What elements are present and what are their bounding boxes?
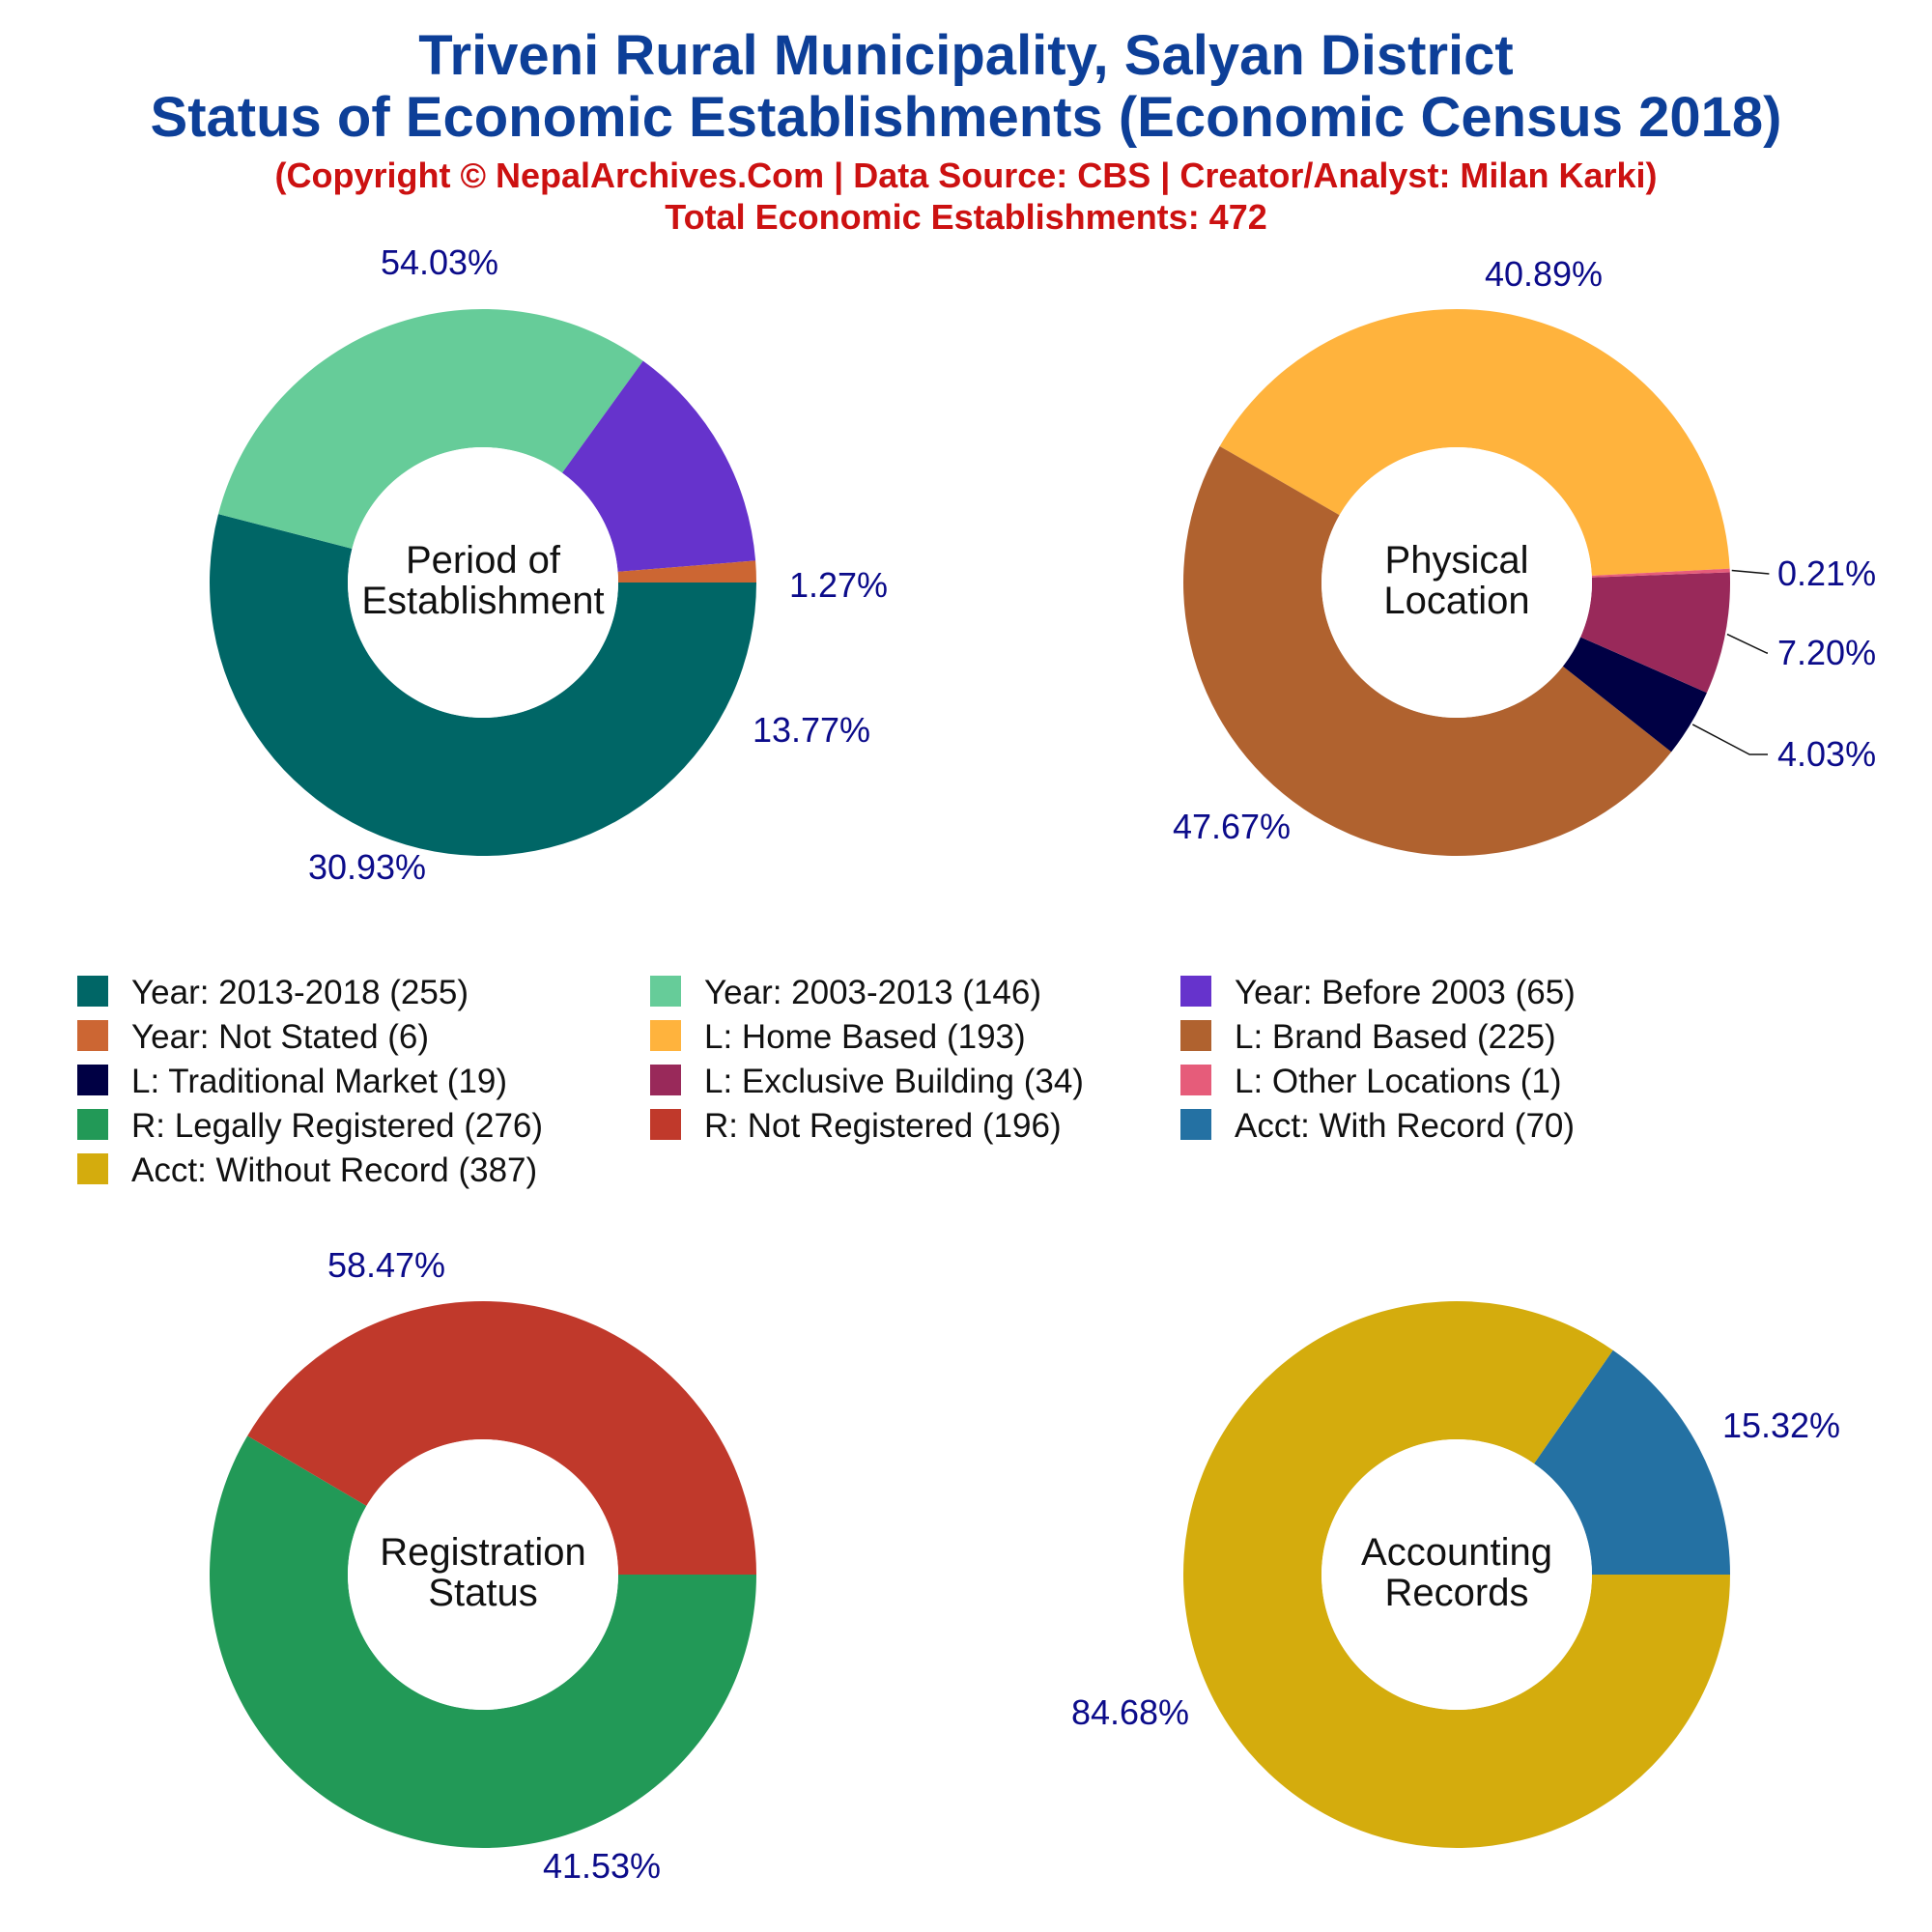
percentage-label: 1.27% — [789, 565, 888, 605]
percentage-label: 7.20% — [1777, 633, 1876, 672]
copyright-note: (Copyright © NepalArchives.Com | Data So… — [275, 156, 1658, 196]
percentage-label: 58.47% — [327, 1245, 445, 1285]
percentage-label: 41.53% — [543, 1846, 661, 1886]
legend-swatch — [650, 1109, 681, 1140]
percentage-label: 54.03% — [381, 242, 498, 282]
legend-label: Acct: Without Record (387) — [131, 1151, 537, 1189]
legend-label: L: Home Based (193) — [704, 1018, 1026, 1056]
donut-hole — [348, 1439, 618, 1710]
percentage-label: 15.32% — [1722, 1406, 1840, 1445]
percentage-label: 4.03% — [1777, 734, 1876, 774]
legend-label: Year: 2003-2013 (146) — [704, 974, 1041, 1011]
legend-swatch — [1180, 1020, 1211, 1051]
legend-item: Acct: Without Record (387) — [77, 1151, 537, 1189]
legend-item: R: Not Registered (196) — [650, 1107, 1062, 1145]
legend-item: Year: Not Stated (6) — [77, 1018, 429, 1056]
pie-slice — [1591, 568, 1730, 578]
legend-item: Year: Before 2003 (65) — [1180, 974, 1576, 1011]
percentage-label: 30.93% — [308, 847, 426, 887]
legend-label: R: Legally Registered (276) — [131, 1107, 543, 1145]
legend-swatch — [650, 1065, 681, 1095]
pie-slice — [1534, 1350, 1730, 1575]
legend-item: R: Legally Registered (276) — [77, 1107, 543, 1145]
pie-slice — [1580, 572, 1730, 694]
donut-hole — [1321, 447, 1592, 718]
percentage-label: 0.21% — [1777, 554, 1876, 593]
legend-swatch — [1180, 1065, 1211, 1095]
donut-center-label: Physical — [1385, 539, 1529, 582]
legend: Year: 2013-2018 (255) Year: 2003-2013 (14… — [77, 974, 1576, 1189]
donut-center-label: Accounting — [1361, 1531, 1552, 1574]
donut-center-label: Establishment — [361, 580, 604, 622]
leader-line — [1731, 569, 1770, 575]
percentage-label: 84.68% — [1071, 1692, 1189, 1732]
pie-slice — [1562, 637, 1707, 753]
pie-slice — [1219, 309, 1730, 576]
percentage-label: 13.77% — [753, 710, 870, 750]
legend-swatch — [77, 1020, 108, 1051]
pie-slice — [1183, 445, 1672, 857]
legend-item: L: Other Locations (1) — [1180, 1063, 1562, 1100]
donut-center-label: Registration — [380, 1531, 585, 1574]
legend-label: L: Exclusive Building (34) — [704, 1063, 1084, 1100]
legend-label: L: Other Locations (1) — [1235, 1063, 1562, 1100]
legend-item: L: Home Based (193) — [650, 1018, 1026, 1056]
legend-swatch — [77, 976, 108, 1007]
legend-swatch — [77, 1153, 108, 1184]
leader-line — [1691, 724, 1768, 755]
legend-label: Year: 2013-2018 (255) — [131, 974, 469, 1011]
legend-item: Acct: With Record (70) — [1180, 1107, 1575, 1145]
donut-center-label: Records — [1385, 1572, 1529, 1614]
chart-subtitle: Status of Economic Establishments (Econo… — [151, 86, 1782, 149]
legend-label: R: Not Registered (196) — [704, 1107, 1062, 1145]
pie-slice — [1182, 1301, 1730, 1848]
legend-swatch — [650, 976, 681, 1007]
pie-slice — [247, 1300, 757, 1575]
legend-label: Year: Before 2003 (65) — [1235, 974, 1576, 1011]
pie-slice — [210, 1435, 756, 1848]
pie-slice — [218, 308, 643, 549]
donut-center-label: Period of — [406, 539, 561, 582]
legend-item: Year: 2013-2018 (255) — [77, 974, 469, 1011]
donut-hole — [1321, 1439, 1592, 1710]
donut-center-label: Status — [428, 1572, 537, 1614]
legend-swatch — [650, 1020, 681, 1051]
percentage-label: 40.89% — [1485, 254, 1603, 294]
legend-swatch — [1180, 1109, 1211, 1140]
total-establishments: Total Economic Establishments: 472 — [665, 197, 1267, 237]
legend-label: Acct: With Record (70) — [1235, 1107, 1575, 1145]
legend-item: L: Brand Based (225) — [1180, 1018, 1556, 1056]
percentage-label: 47.67% — [1173, 807, 1291, 846]
legend-item: L: Exclusive Building (34) — [650, 1063, 1084, 1100]
legend-label: L: Traditional Market (19) — [131, 1063, 507, 1100]
pie-slice — [561, 360, 756, 572]
legend-item: L: Traditional Market (19) — [77, 1063, 507, 1100]
pie-slice — [209, 514, 756, 856]
chart-title: Triveni Rural Municipality, Salyan Distr… — [418, 24, 1513, 87]
donut-hole — [348, 447, 618, 718]
donut-center-label: Location — [1383, 580, 1529, 622]
pie-slice — [617, 560, 756, 582]
leader-line — [1726, 633, 1768, 654]
legend-swatch — [1180, 976, 1211, 1007]
legend-label: Year: Not Stated (6) — [131, 1018, 429, 1056]
legend-swatch — [77, 1065, 108, 1095]
legend-item: Year: 2003-2013 (146) — [650, 974, 1041, 1011]
legend-label: L: Brand Based (225) — [1235, 1018, 1556, 1056]
legend-swatch — [77, 1109, 108, 1140]
